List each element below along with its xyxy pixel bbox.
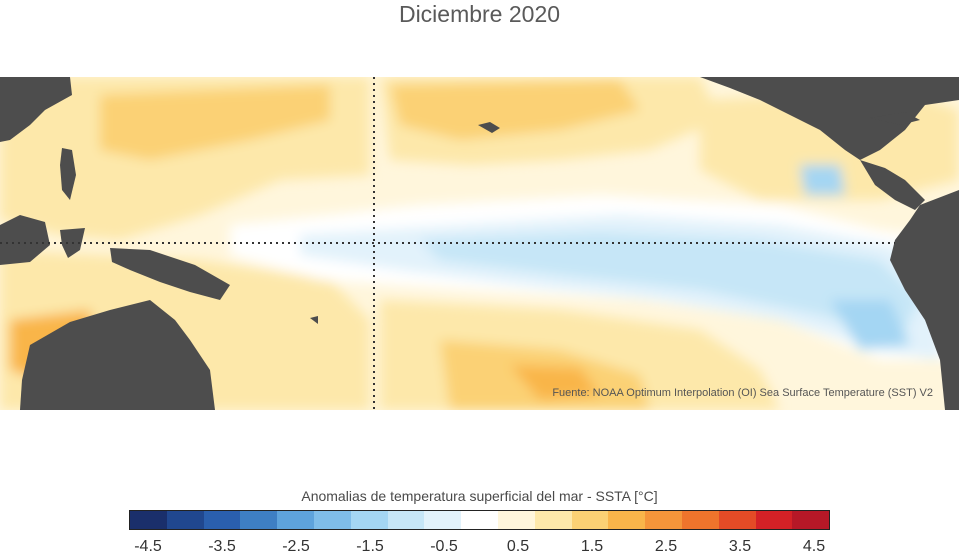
land-philippines	[60, 148, 76, 200]
colorbar-segment	[681, 511, 719, 529]
colorbar-segment	[718, 511, 756, 529]
colorbar-segment	[534, 511, 572, 529]
warm-anomaly-north-core2	[390, 80, 640, 140]
colorbar-tick-label: 0.5	[506, 538, 530, 555]
map-title: Diciembre 2020	[398, 1, 561, 27]
land-fiji	[310, 316, 318, 324]
warm-anomaly-south-hot	[510, 365, 600, 400]
colorbar-segment	[350, 511, 388, 529]
colorbar-segment	[497, 511, 535, 529]
colorbar-tick-label: -3.5	[208, 538, 236, 555]
colorbar-segment	[203, 511, 241, 529]
colorbar-title: Anomalias de temperatura superficial del…	[301, 488, 658, 504]
land-central-america	[860, 160, 925, 210]
colorbar-tick-label: 4.5	[802, 538, 826, 555]
land-new-guinea	[110, 248, 230, 300]
land-caribbean	[870, 112, 920, 125]
land-south-america	[890, 190, 959, 410]
cool-anomaly-tongue-core	[420, 232, 920, 340]
land-hawaii	[478, 122, 500, 133]
colorbar-tick-label: 2.5	[654, 538, 678, 555]
colorbar-tick-label: 1.5	[580, 538, 604, 555]
colorbar-segment	[645, 511, 682, 529]
colorbar-segment	[792, 511, 830, 529]
colorbar-tick-label: 3.5	[728, 538, 752, 555]
colorbar-tick-label: -4.5	[134, 538, 162, 555]
land-asia	[0, 77, 72, 142]
colorbar-tick-label: -0.5	[430, 538, 458, 555]
colorbar-tick-label: -1.5	[356, 538, 384, 555]
land-australia	[20, 300, 215, 410]
colorbar-ticks: -4.5 -3.5 -2.5 -1.5 -0.5 0.5 1.5 2.5 3.5 4.5	[0, 538, 959, 558]
colorbar-segment	[240, 511, 278, 529]
colorbar-segment	[571, 511, 609, 529]
colorbar-segment	[166, 511, 204, 529]
colorbar-segment	[277, 511, 314, 529]
cool-anomaly-mexico	[800, 165, 845, 195]
colorbar-segment	[424, 511, 462, 529]
colorbar-segment	[755, 511, 793, 529]
colorbar-segment	[461, 511, 498, 529]
land-borneo-sumatra	[0, 215, 50, 265]
land	[0, 77, 959, 410]
colorbar-tick-label: -2.5	[282, 538, 310, 555]
colorbar-segment	[387, 511, 425, 529]
cool-anomaly-east-core	[830, 300, 910, 350]
warm-anomaly-north-core	[100, 85, 330, 160]
colorbar-segment	[130, 511, 167, 529]
data-source: Fuente: NOAA Optimum Interpolation (OI) …	[552, 387, 933, 399]
land-mexico	[700, 77, 959, 160]
colorbar	[129, 510, 830, 530]
colorbar-segment	[313, 511, 351, 529]
colorbar-segment	[608, 511, 646, 529]
